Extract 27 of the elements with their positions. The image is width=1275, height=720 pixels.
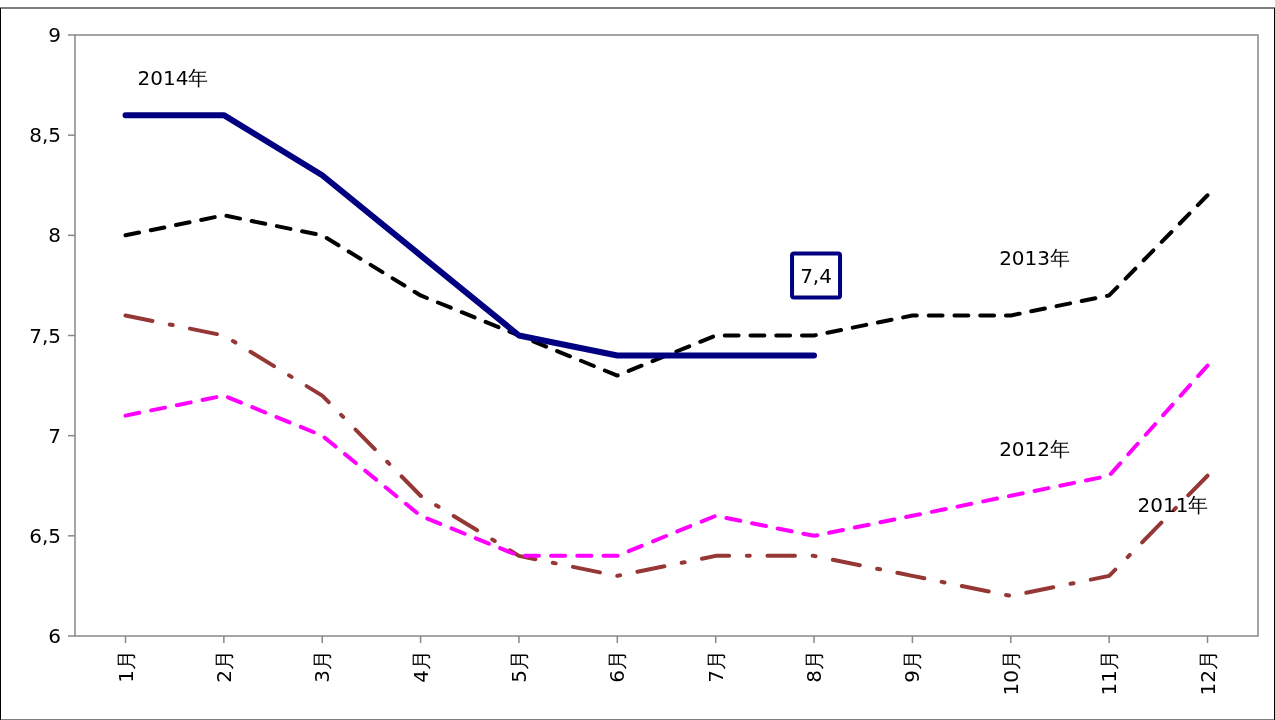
- y-tick-label: 7,5: [29, 323, 61, 348]
- x-tick-label: 6月: [605, 650, 630, 683]
- x-tick-label: 1月: [113, 650, 138, 683]
- line-series: [123, 363, 1210, 558]
- series-label: 2014年: [137, 66, 209, 91]
- x-tick-label: 5月: [506, 650, 531, 683]
- y-tick-label: 6: [48, 624, 61, 648]
- x-tick-label: 11月: [1097, 650, 1122, 696]
- line-series: [123, 193, 1210, 378]
- x-tick-label: 3月: [310, 650, 335, 683]
- x-tick-label: 8月: [802, 650, 827, 683]
- x-tick-label: 7月: [703, 650, 728, 683]
- series-label: 2013年: [999, 246, 1071, 271]
- y-tick-label: 7: [48, 423, 61, 448]
- x-tick-label: 9月: [900, 650, 925, 683]
- y-tick-label: 8,5: [29, 123, 61, 148]
- series-label: 2011年: [1137, 492, 1209, 517]
- annotation: 7,4: [800, 264, 832, 289]
- x-tick-label: 12月: [1195, 650, 1220, 696]
- line-series: [123, 313, 1210, 598]
- series-label: 2012年: [999, 436, 1071, 461]
- y-tick-label: 9: [48, 23, 61, 47]
- y-tick-label: 6,5: [29, 523, 61, 548]
- x-tick-label: 10月: [998, 650, 1023, 696]
- x-tick-label: 2月: [211, 650, 236, 683]
- y-tick-label: 8: [48, 223, 61, 248]
- x-tick-label: 4月: [408, 650, 433, 683]
